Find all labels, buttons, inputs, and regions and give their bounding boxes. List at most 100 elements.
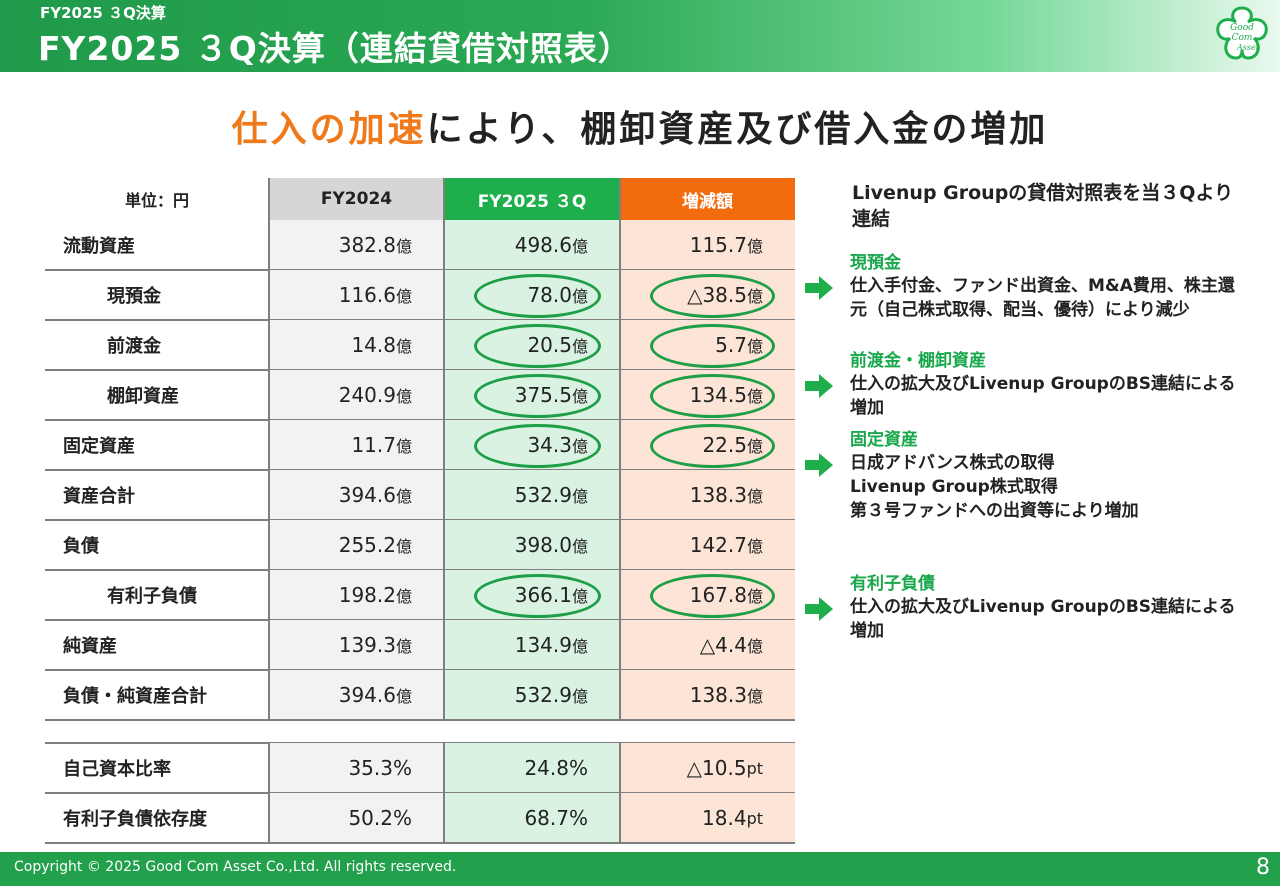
table-row: 資産合計 394.6 億 532.9 億 138.3 億: [45, 470, 795, 521]
cell-unit: 億: [571, 587, 588, 606]
row-label: 固定資産: [63, 436, 135, 457]
cell-value: 14.8: [351, 333, 396, 357]
cell-fy2025-3q: 398.0 億: [444, 520, 620, 570]
cell-value: 382.8: [338, 233, 396, 257]
cell-fy2025-3q: 134.9 億: [444, 620, 620, 670]
cell-value: 22.5: [702, 433, 747, 457]
cell-value: 375.5: [514, 383, 572, 407]
cell-value: 142.7: [689, 533, 747, 557]
cell-value: 138.3: [689, 683, 747, 707]
headline: 仕入の加速により、棚卸資産及び借入金の増加: [0, 100, 1280, 152]
cell-unit: 億: [395, 387, 412, 406]
cell-unit: 億: [746, 237, 763, 256]
cell-value: 134.9: [514, 633, 572, 657]
cell-unit: 億: [746, 437, 763, 456]
explanation-section: 現預金 仕入手付金、ファンド出資金、M&A費用、株主還元（自己株式取得、配当、優待…: [850, 252, 1250, 322]
cell-unit: 億: [746, 487, 763, 506]
cell-fy2024: 394.6 億: [269, 470, 444, 520]
cell-value: 115.7: [689, 233, 747, 257]
column-header-fy2024: FY2024: [269, 178, 444, 220]
cell-change: 18.4 pt: [620, 793, 795, 843]
cell-unit: 億: [395, 437, 412, 456]
table-row: 自己資本比率 35.3% 24.8% △10.5 pt: [45, 743, 795, 794]
cell-fy2025-3q: 532.9 億: [444, 470, 620, 520]
cell-value: 366.1: [514, 583, 572, 607]
table-row: 負債・純資産合計 394.6 億 532.9 億 138.3 億: [45, 670, 795, 721]
cell-value: △10.5: [686, 756, 747, 780]
cell-fy2024: 394.6 億: [269, 670, 444, 720]
cell-unit: pt: [746, 808, 763, 828]
cell-value: 255.2: [338, 533, 396, 557]
footer-bar: Copyright © 2025 Good Com Asset Co.,Ltd.…: [0, 852, 1280, 886]
row-label: 前渡金: [107, 336, 161, 357]
column-divider: [268, 178, 270, 719]
cell-unit: 億: [746, 387, 763, 406]
cell-value: △4.4: [699, 633, 747, 657]
column-header-fy2025-3q: FY2025 ３Q: [444, 178, 620, 220]
column-divider: [619, 178, 621, 719]
cell-fy2025-3q: 34.3 億: [444, 420, 620, 470]
row-label: 棚卸資産: [107, 386, 179, 407]
cell-value: 394.6: [338, 483, 396, 507]
cell-fy2025-3q: 375.5 億: [444, 370, 620, 420]
cell-change: 115.7 億: [620, 220, 795, 270]
column-divider: [268, 742, 270, 844]
cell-value: 116.6: [338, 283, 396, 307]
cell-change: △10.5 pt: [620, 743, 795, 793]
column-header-change: 増減額: [620, 178, 795, 220]
cell-value: 24.8%: [524, 756, 588, 780]
cell-fy2024: 116.6 億: [269, 270, 444, 320]
table-row: 負債 255.2 億 398.0 億 142.7 億: [45, 520, 795, 571]
table-row: 現預金 116.6 億 78.0 億 △38.5 億: [45, 270, 795, 321]
header-bar: FY2025 ３Q決算 FY2025 ３Q決算（連結貸借対照表）: [0, 0, 1280, 72]
cell-unit: 億: [571, 437, 588, 456]
cell-unit: 億: [746, 637, 763, 656]
cell-change: 5.7 億: [620, 320, 795, 370]
unit-label: 単位：円: [45, 178, 269, 220]
cell-value: 68.7%: [524, 806, 588, 830]
table-row: 純資産 139.3 億 134.9 億 △4.4 億: [45, 620, 795, 671]
cell-fy2024: 255.2 億: [269, 520, 444, 570]
cell-fy2025-3q: 20.5 億: [444, 320, 620, 370]
cell-value: 138.3: [689, 483, 747, 507]
right-arrow-icon: [805, 374, 833, 398]
section-body: 仕入手付金、ファンド出資金、M&A費用、株主還元（自己株式取得、配当、優待）によ…: [850, 276, 1235, 320]
headline-rest: により、棚卸資産及び借入金の増加: [426, 109, 1049, 150]
column-divider: [619, 742, 621, 844]
cell-unit: 億: [571, 387, 588, 406]
consolidation-note: Livenup Groupの貸借対照表を当３Qより連結: [852, 182, 1234, 230]
cell-value: 240.9: [338, 383, 396, 407]
explanation-section: 前渡金・棚卸資産仕入の拡大及びLivenup GroupのBS連結による増加: [850, 350, 1250, 420]
cell-value: 20.5: [527, 333, 572, 357]
cell-unit: 億: [395, 587, 412, 606]
page-number: 8: [1256, 855, 1270, 880]
table-row: 棚卸資産 240.9 億 375.5 億 134.5 億: [45, 370, 795, 421]
cell-value: 532.9: [514, 483, 572, 507]
cell-unit: 億: [395, 687, 412, 706]
row-divider: [45, 842, 795, 844]
explanation-section: 固定資産 日成アドバンス株式の取得 Livenup Group株式取得 第３号ファ…: [850, 429, 1250, 523]
row-label: 純資産: [63, 636, 117, 657]
cell-unit: 億: [571, 337, 588, 356]
cell-unit: 億: [571, 537, 588, 556]
row-label: 負債・純資産合計: [63, 686, 207, 707]
cell-change: 138.3 億: [620, 470, 795, 520]
row-label: 有利子負債: [107, 586, 197, 607]
section-title: 固定資産: [850, 430, 918, 450]
table-row: 有利子負債 198.2 億 366.1 億 167.8 億: [45, 570, 795, 621]
cell-fy2025-3q: 78.0 億: [444, 270, 620, 320]
cell-unit: 億: [395, 637, 412, 656]
breadcrumb: FY2025 ３Q決算: [40, 4, 166, 22]
right-arrow-icon: [805, 276, 833, 300]
cell-value: 398.0: [514, 533, 572, 557]
cell-value: 198.2: [338, 583, 396, 607]
section-body: 仕入の拡大及びLivenup GroupのBS連結による増加: [850, 374, 1236, 418]
explanation-section: 有利子負債 仕入の拡大及びLivenup GroupのBS連結による増加: [850, 573, 1250, 643]
row-label: 現預金: [107, 286, 161, 307]
right-arrow-icon: [805, 597, 833, 621]
cell-value: 134.5: [689, 383, 747, 407]
cell-fy2024: 35.3%: [269, 743, 444, 793]
section-title: 前渡金・棚卸資産: [850, 351, 986, 371]
cell-fy2024: 240.9 億: [269, 370, 444, 420]
row-divider: [45, 719, 795, 721]
